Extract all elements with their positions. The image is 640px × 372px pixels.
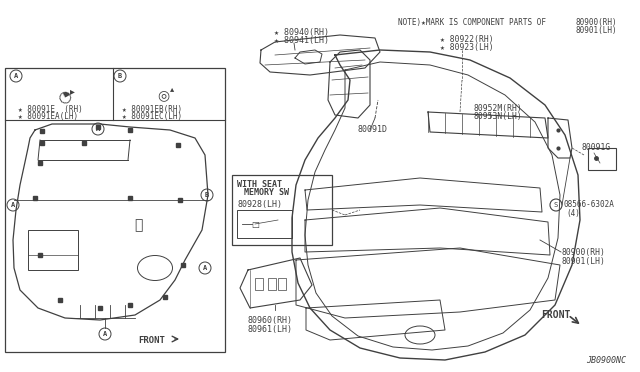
Text: ★ 80940(RH): ★ 80940(RH) xyxy=(274,28,329,37)
Text: ⎈: ⎈ xyxy=(134,218,142,232)
Text: □: □ xyxy=(251,219,259,228)
Text: 08566-6302A: 08566-6302A xyxy=(563,200,614,209)
Text: 80900(RH): 80900(RH) xyxy=(576,18,618,27)
Text: 80091D: 80091D xyxy=(358,125,388,134)
Text: ★ 80091EA(LH): ★ 80091EA(LH) xyxy=(18,112,78,121)
Text: ★ 80923(LH): ★ 80923(LH) xyxy=(440,43,493,52)
Text: A: A xyxy=(11,202,15,208)
Text: ★ 80941(LH): ★ 80941(LH) xyxy=(274,36,329,45)
Text: A: A xyxy=(14,73,18,79)
Text: ★ 80091EC(LH): ★ 80091EC(LH) xyxy=(122,112,182,121)
Text: ▴: ▴ xyxy=(170,84,174,93)
Bar xyxy=(28,230,78,270)
Text: A: A xyxy=(96,126,100,132)
Text: WITH SEAT: WITH SEAT xyxy=(237,180,282,189)
Bar xyxy=(268,278,276,290)
Text: 80952M(RH): 80952M(RH) xyxy=(474,104,523,113)
Text: NOTE)★MARK IS COMPONENT PARTS OF: NOTE)★MARK IS COMPONENT PARTS OF xyxy=(398,18,546,27)
Text: 80928(LH): 80928(LH) xyxy=(237,200,282,209)
Bar xyxy=(232,175,332,245)
Bar xyxy=(237,210,292,238)
Text: 80900(RH): 80900(RH) xyxy=(562,248,606,257)
Text: 80901(LH): 80901(LH) xyxy=(562,257,606,266)
Text: B: B xyxy=(205,192,209,198)
Text: ◎: ◎ xyxy=(157,88,169,102)
Text: FRONT: FRONT xyxy=(541,310,570,320)
Text: ▸: ▸ xyxy=(70,86,74,96)
Text: 80953N(LH): 80953N(LH) xyxy=(474,112,523,121)
Bar xyxy=(5,68,225,352)
Text: FRONT: FRONT xyxy=(138,336,165,345)
Text: 80960(RH): 80960(RH) xyxy=(248,316,293,325)
Text: (4): (4) xyxy=(566,209,580,218)
Text: A: A xyxy=(103,331,107,337)
Text: ★ 80091EB(RH): ★ 80091EB(RH) xyxy=(122,105,182,114)
Text: 80091G: 80091G xyxy=(582,143,611,152)
Text: MEMORY SW: MEMORY SW xyxy=(244,188,289,197)
Text: B: B xyxy=(118,73,122,79)
Text: ★ 80922(RH): ★ 80922(RH) xyxy=(440,35,493,44)
Bar xyxy=(588,148,616,170)
Bar xyxy=(278,278,286,290)
Text: JB0900NC: JB0900NC xyxy=(586,356,626,365)
Text: A: A xyxy=(203,265,207,271)
Bar xyxy=(255,278,263,290)
Text: ★ 80091E  (RH): ★ 80091E (RH) xyxy=(18,105,83,114)
Text: ◔: ◔ xyxy=(56,87,74,107)
Text: S: S xyxy=(554,202,558,208)
Text: 80901(LH): 80901(LH) xyxy=(576,26,618,35)
Text: 80961(LH): 80961(LH) xyxy=(248,325,293,334)
